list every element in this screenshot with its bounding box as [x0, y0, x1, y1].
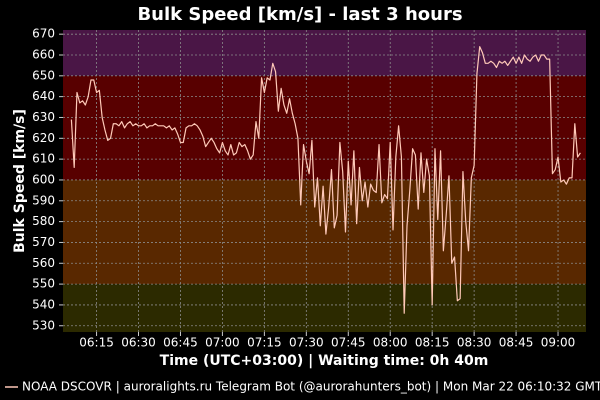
y-tick-label: 640	[32, 89, 55, 103]
band	[63, 284, 586, 332]
y-tick-label: 550	[32, 277, 55, 291]
y-tick-label: 560	[32, 256, 55, 270]
footer: | auroralights.ru Telegram Bot (@aurorah…	[116, 380, 600, 394]
x-tick-label: 08:30	[457, 336, 492, 350]
y-tick-label: 540	[32, 297, 55, 311]
axes: 530 540 550 560 570 580 590 600 610 620 630 640 650 6…	[32, 27, 575, 350]
plot	[70, 46, 581, 314]
x-tick-label: 08:00	[373, 336, 408, 350]
y-tick-label: 670	[32, 27, 55, 41]
band	[63, 75, 586, 180]
x-tick-label: 07:45	[331, 336, 366, 350]
band	[63, 179, 586, 285]
y-tick-label: 650	[32, 68, 55, 82]
x-tick-label: 07:00	[205, 336, 240, 350]
y-tick-label: 530	[32, 318, 55, 332]
y-tick-label: 580	[32, 214, 55, 228]
chart-title: Bulk Speed [km/s] - last 3 hours	[137, 4, 462, 25]
y-tick-label: 610	[32, 152, 55, 166]
bands	[63, 30, 586, 332]
x-axis-label: Time (UTC+03:00) | Waiting time: 0h 40m	[160, 353, 489, 369]
band	[63, 30, 586, 76]
x-tick-label: 06:15	[79, 336, 114, 350]
x-tick-label: 08:45	[499, 336, 534, 350]
y-axis-label: Bulk Speed [km/s]	[12, 109, 28, 253]
series-line	[70, 46, 581, 314]
legend-label: NOAA DSCOVR	[22, 380, 112, 394]
x-tick-label: 09:00	[541, 336, 576, 350]
y-tick-label: 660	[32, 47, 55, 61]
y-tick-label: 630	[32, 110, 55, 124]
y-tick-label: 620	[32, 131, 55, 145]
y-tick-label: 600	[32, 172, 55, 186]
x-tick-label: 06:30	[121, 336, 156, 350]
y-tick-label: 570	[32, 235, 55, 249]
x-tick-label: 08:15	[415, 336, 450, 350]
x-tick-label: 07:30	[289, 336, 324, 350]
x-tick-label: 06:45	[163, 336, 198, 350]
y-tick-label: 590	[32, 193, 55, 207]
x-tick-label: 07:15	[247, 336, 282, 350]
